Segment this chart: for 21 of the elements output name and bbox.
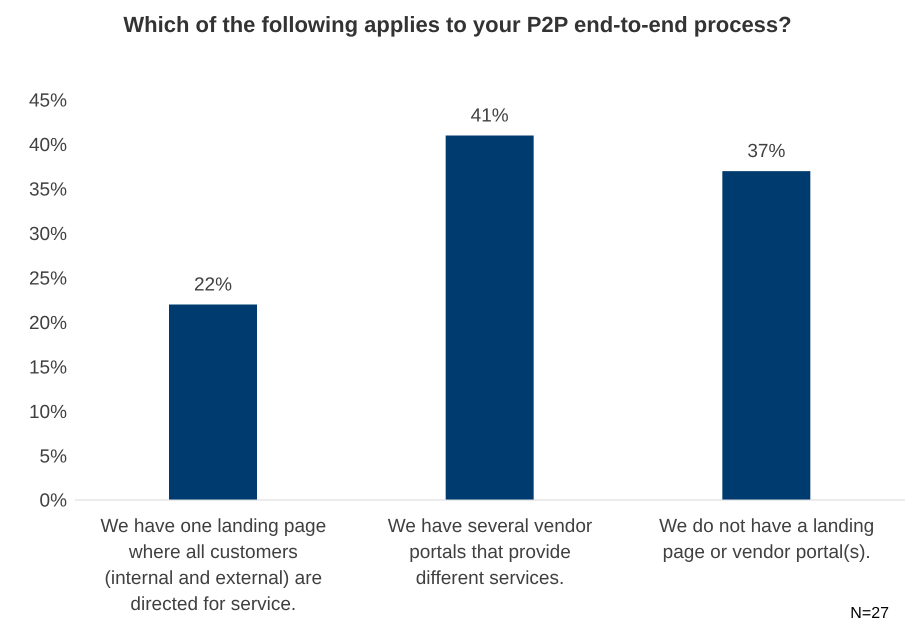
y-tick-label: 25% — [28, 268, 68, 290]
x-tick-label: We do not have a landing page or vendor portal(s). — [659, 516, 874, 563]
y-tick-label: 45% — [28, 90, 68, 112]
y-tick-label: 5% — [40, 446, 68, 468]
y-tick-label: 40% — [28, 135, 68, 156]
y-tick-label: 0% — [40, 490, 68, 512]
chart-title: Which of the following applies to your P2P end-to-end process? — [122, 12, 793, 38]
data-label: 37% — [747, 141, 786, 162]
y-tick-label: 20% — [28, 312, 68, 334]
y-tick-label: 10% — [28, 402, 68, 423]
y-tick-label: 30% — [28, 224, 68, 246]
x-tick-label: We have one landing page where all customers (internal and external) are directed for service. — [100, 516, 326, 615]
y-tick-label: 35% — [28, 180, 68, 201]
x-tick-label: We have several vendor portals that provide different services. — [388, 516, 593, 589]
bar — [446, 136, 534, 500]
bar — [722, 171, 810, 500]
text: N=27 — [850, 605, 889, 623]
bar — [169, 304, 257, 500]
data-label: 41% — [470, 106, 509, 127]
y-tick-label: 15% — [28, 357, 68, 378]
data-label: 22% — [194, 274, 232, 296]
